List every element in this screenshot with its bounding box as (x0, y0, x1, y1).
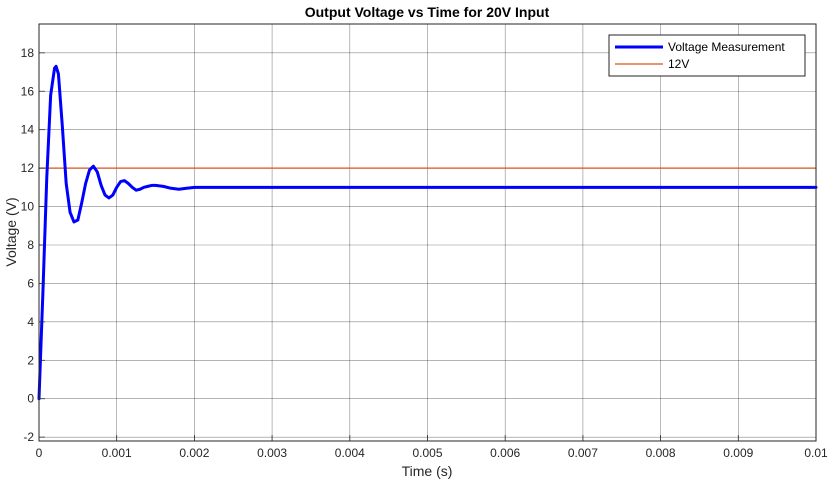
x-tick-label: 0.001 (102, 446, 132, 460)
x-tick-label: 0.002 (179, 446, 209, 460)
y-tick-label: 6 (27, 276, 34, 290)
chart-title: Output Voltage vs Time for 20V Input (305, 4, 550, 20)
x-tick-label: 0.008 (646, 446, 676, 460)
x-tick-label: 0.003 (257, 446, 287, 460)
y-tick-label: -2 (23, 430, 34, 444)
x-tick-label: 0.005 (412, 446, 442, 460)
y-tick-label: 12 (21, 161, 35, 175)
y-tick-label: 18 (21, 46, 35, 60)
x-tick-label: 0.01 (804, 446, 828, 460)
y-axis-label: Voltage (V) (3, 197, 19, 266)
x-tick-label: 0.004 (335, 446, 365, 460)
y-tick-label: 0 (27, 392, 34, 406)
series-line-voltage-measurement (37, 64, 818, 401)
y-tick-label: 14 (21, 123, 35, 137)
x-tick-label: 0 (36, 446, 43, 460)
y-tick-label: 8 (27, 238, 34, 252)
x-tick-label: 0.007 (568, 446, 598, 460)
y-tick-label: 4 (27, 315, 34, 329)
y-tick-label: 10 (21, 200, 35, 214)
x-axis-label: Time (s) (402, 463, 453, 479)
x-tick-label: 0.006 (490, 446, 520, 460)
x-tick-label: 0.009 (723, 446, 753, 460)
legend-label-voltage-measurement: Voltage Measurement (668, 40, 785, 54)
ticks: 0 0.001 0.002 0.003 0.004 0.005 0.006 0.007 0.00… (21, 46, 828, 460)
legend: Voltage Measurement 12V (608, 34, 806, 77)
legend-label-12v: 12V (668, 57, 689, 71)
y-tick-label: 16 (21, 84, 35, 98)
y-tick-label: 2 (27, 353, 34, 367)
series-layer (37, 64, 818, 401)
legend-box (608, 34, 806, 77)
